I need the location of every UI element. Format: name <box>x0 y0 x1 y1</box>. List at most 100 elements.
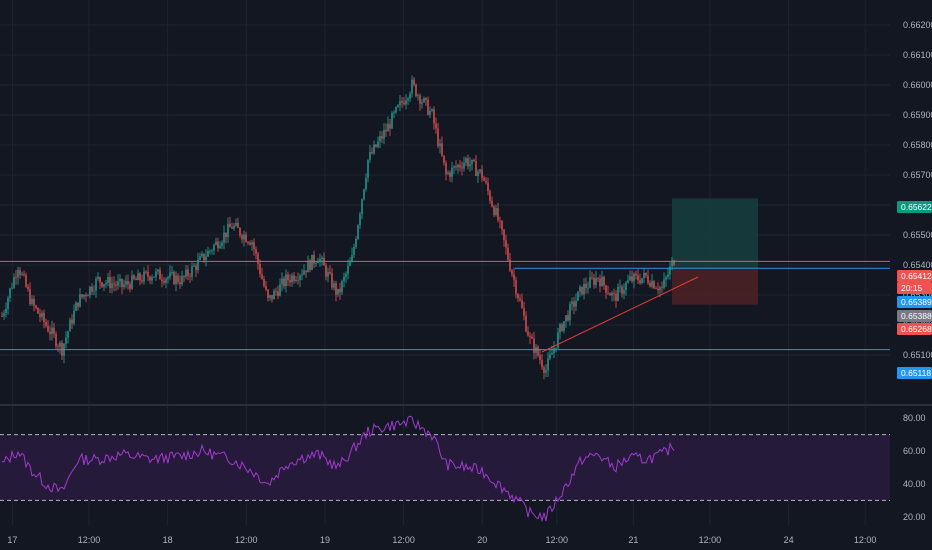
target-zone[interactable] <box>672 198 758 269</box>
candle-body <box>295 279 297 282</box>
candle-body <box>507 247 509 260</box>
candle-body <box>57 346 59 348</box>
candle-body <box>293 275 295 282</box>
candle-body <box>183 276 185 277</box>
candle-body <box>405 100 407 105</box>
candle-body <box>601 276 603 287</box>
candle-body <box>31 298 33 305</box>
time-tick-label: 12:00 <box>235 535 258 545</box>
candle-body <box>193 265 195 267</box>
candle-body <box>401 101 403 103</box>
candle-body <box>157 269 159 272</box>
candle-body <box>497 208 499 221</box>
rsi-axis[interactable]: 80.00 60.00 40.00 20.00 <box>903 413 926 522</box>
time-tick-label: 20 <box>477 535 487 545</box>
time-tick-label: 21 <box>628 535 638 545</box>
candle-body <box>461 167 463 169</box>
candle-body <box>611 292 613 296</box>
candle-body <box>661 287 663 289</box>
candle-body <box>577 291 579 301</box>
candle-body <box>35 305 37 308</box>
candle-body <box>75 302 77 311</box>
candle-body <box>289 280 291 283</box>
candle-body <box>51 327 53 335</box>
candle-body <box>263 279 265 287</box>
candle-body <box>45 322 47 326</box>
candle-body <box>377 141 379 147</box>
candle-body <box>411 79 413 94</box>
candle-body <box>345 273 347 277</box>
rsi-line <box>1 415 675 523</box>
trend-line[interactable] <box>541 276 699 353</box>
candle-body <box>299 275 301 280</box>
candle-body <box>427 99 429 115</box>
candle-body <box>415 84 417 97</box>
price-tag <box>897 310 932 322</box>
candle-body <box>529 335 531 337</box>
price-tag <box>897 296 932 308</box>
candle-body <box>243 234 245 240</box>
candle-body <box>357 225 359 239</box>
candle-body <box>201 253 203 257</box>
candle-body <box>653 281 655 289</box>
price-tag <box>897 323 932 335</box>
candle-body <box>33 298 35 306</box>
candle-body <box>253 242 255 250</box>
candle-body <box>619 286 621 288</box>
candle-body <box>361 199 363 214</box>
candle-body <box>541 359 543 368</box>
candle-body <box>97 277 99 279</box>
candle-body <box>65 337 67 344</box>
candle-body <box>67 331 69 338</box>
candle-body <box>407 98 409 101</box>
candle-body <box>349 261 351 266</box>
price-tag <box>897 270 932 282</box>
candle-body <box>103 284 105 287</box>
candle-body <box>95 278 97 291</box>
candle-body <box>545 370 547 373</box>
stop-zone[interactable] <box>672 268 758 305</box>
candle-body <box>125 281 127 285</box>
candle-body <box>333 283 335 288</box>
candle-body <box>189 275 191 277</box>
time-axis[interactable]: 17 12:00 18 12:00 19 12:00 20 12:00 21 12:00 24 12:… <box>7 535 876 545</box>
position-zones <box>672 198 758 305</box>
candle-body <box>365 177 367 190</box>
candle-body <box>673 260 675 265</box>
trend-line-group[interactable] <box>541 276 699 353</box>
candle-body <box>441 143 443 156</box>
candle-body <box>613 292 615 294</box>
candle-body <box>423 97 425 102</box>
candle-body <box>61 342 63 356</box>
candle-body <box>301 274 303 276</box>
candle-body <box>391 113 393 129</box>
candle-body <box>285 274 287 286</box>
candle-body <box>121 278 123 287</box>
candle-body <box>351 255 353 262</box>
candle-body <box>625 282 627 290</box>
candle-body <box>395 107 397 113</box>
candle-body <box>217 241 219 249</box>
candle-body <box>453 166 455 168</box>
candle-body <box>71 319 73 324</box>
candle-body <box>643 272 645 278</box>
candle-body <box>493 206 495 216</box>
candle-body <box>381 136 383 139</box>
candle-body <box>537 346 539 356</box>
candle-body <box>251 242 253 245</box>
candle-body <box>489 191 491 202</box>
candle-body <box>471 159 473 165</box>
candle-body <box>609 293 611 296</box>
candle-body <box>115 284 117 286</box>
candle-body <box>433 109 435 124</box>
candle-body <box>637 275 639 281</box>
candle-body <box>631 276 633 282</box>
candle-body <box>259 263 261 275</box>
price-tick-label: 0.65100 <box>903 350 932 360</box>
candle-body <box>369 152 371 160</box>
candle-body <box>641 277 643 284</box>
candle-body <box>229 223 231 228</box>
